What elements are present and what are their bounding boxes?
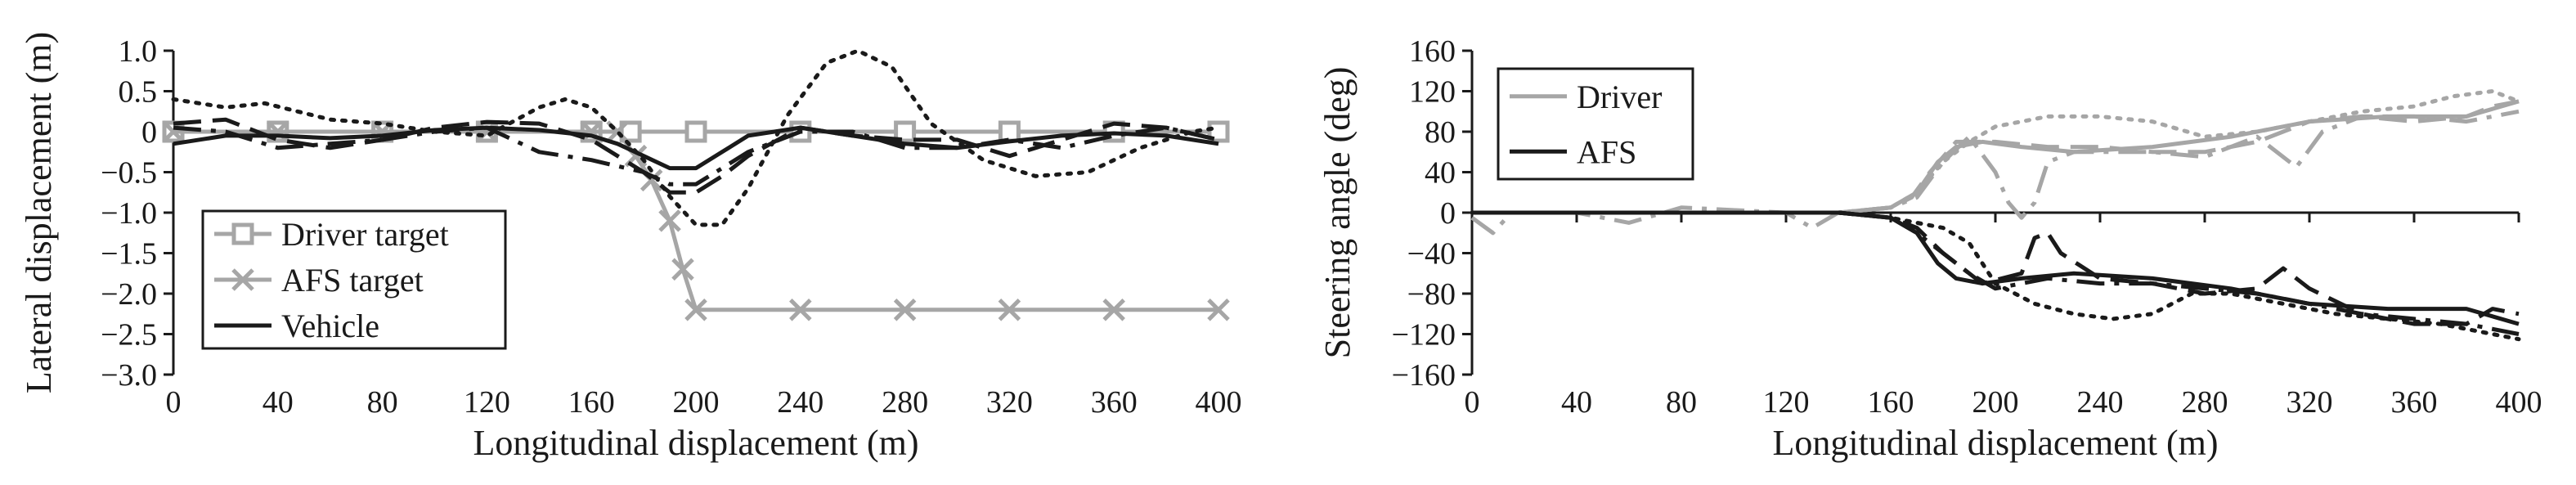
series-line-3 — [173, 125, 1219, 171]
y-tick-label: −1.5 — [101, 237, 157, 272]
y-tick-label: −0.5 — [101, 156, 157, 191]
x-tick-label: 200 — [1972, 385, 2019, 420]
x-tick-label: 320 — [2287, 385, 2333, 420]
square-marker — [684, 120, 707, 143]
x-tick-label: 40 — [263, 385, 294, 420]
y-tick-label: −1.0 — [101, 196, 157, 231]
x-tick-label: 120 — [464, 385, 510, 420]
legend-label: Vehicle — [281, 308, 379, 344]
y-tick-label: 160 — [1409, 34, 1456, 69]
x-tick-label: 280 — [2182, 385, 2228, 420]
x-tick-label: 400 — [1196, 385, 1242, 420]
legend-label: Driver — [1577, 79, 1662, 115]
x-marker — [671, 258, 694, 281]
y-tick-label: 0.5 — [119, 75, 158, 110]
x-marker — [1207, 299, 1230, 321]
legend-x-marker — [231, 268, 254, 291]
x-tick-label: 40 — [1561, 385, 1592, 420]
x-tick-label: 360 — [1091, 385, 1138, 420]
y-tick-label: −2.0 — [101, 277, 157, 312]
legend-square-marker — [231, 222, 254, 245]
series-line-5 — [1472, 210, 2520, 326]
x-tick-label: 0 — [166, 385, 182, 420]
series-line-4 — [173, 117, 1219, 195]
x-marker — [658, 209, 681, 232]
y-tick-label: −80 — [1407, 277, 1456, 312]
y-tick-label: 1.0 — [119, 34, 158, 69]
y-tick-label: 80 — [1425, 115, 1456, 150]
x-tick-label: 280 — [882, 385, 928, 420]
y-tick-label: −120 — [1392, 318, 1456, 353]
x-tick-label: 80 — [1666, 385, 1697, 420]
x-tick-label: 240 — [2077, 385, 2124, 420]
x-tick-label: 200 — [673, 385, 720, 420]
x-tick-label: 360 — [2391, 385, 2438, 420]
x-tick-label: 240 — [777, 385, 824, 420]
x-marker — [893, 299, 917, 321]
legend-label: AFS target — [281, 262, 424, 299]
y-axis-label: Steering angle (deg) — [1317, 67, 1358, 359]
y-tick-label: −2.5 — [101, 318, 157, 353]
x-tick-label: 320 — [986, 385, 1033, 420]
y-tick-label: −40 — [1407, 237, 1456, 272]
x-marker — [998, 299, 1021, 321]
x-tick-label: 0 — [1465, 385, 1480, 420]
x-tick-label: 120 — [1763, 385, 1810, 420]
y-tick-label: 40 — [1425, 156, 1456, 191]
y-tick-label: 0 — [141, 115, 157, 150]
legend-label: Driver target — [281, 216, 449, 253]
series-line-6 — [171, 48, 1221, 227]
x-marker — [475, 120, 499, 143]
x-axis-label: Longitudinal displacement (m) — [1773, 423, 2219, 463]
legend-label: AFS — [1577, 133, 1636, 170]
series-line-5 — [173, 125, 1219, 186]
x-tick-label: 160 — [1868, 385, 1914, 420]
series-line-8 — [1470, 210, 2521, 342]
x-tick-label: 160 — [568, 385, 615, 420]
square-marker — [619, 120, 642, 143]
x-marker — [162, 120, 185, 143]
series-line-6 — [1472, 210, 2520, 326]
legend-box — [1497, 67, 1694, 181]
legend: Driver AFS — [1497, 67, 1694, 181]
x-marker — [1102, 299, 1125, 321]
y-tick-label: 0 — [1440, 196, 1456, 231]
square-marker — [1207, 120, 1230, 143]
square-marker — [998, 120, 1021, 143]
x-marker — [684, 299, 707, 321]
y-tick-label: −160 — [1392, 358, 1456, 393]
square-marker — [894, 120, 917, 143]
legend: Driver target AFS target Vehicle — [201, 209, 507, 350]
x-marker — [789, 299, 812, 321]
series-line-4 — [1470, 89, 2521, 215]
x-axis-label: Longitudinal displacement (m) — [473, 423, 919, 463]
y-tick-label: 120 — [1409, 75, 1456, 110]
y-axis-label: Lateral displacement (m) — [19, 32, 59, 393]
y-tick-label: −3.0 — [101, 358, 157, 393]
chart-1: 1.0 0.5 0 −0.5 −1.0 −1.5 −2.0 −2.5 −3.0 0 40 80 120 1… — [19, 32, 1242, 463]
series-line-3 — [1470, 109, 2520, 236]
x-tick-label: 80 — [367, 385, 398, 420]
x-tick-label: 400 — [2496, 385, 2542, 420]
